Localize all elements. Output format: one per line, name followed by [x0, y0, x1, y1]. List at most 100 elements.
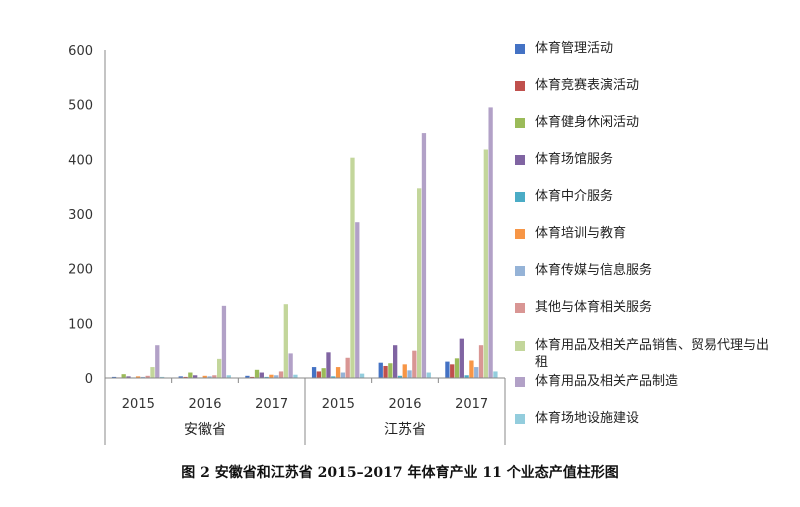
bar: [454, 358, 460, 378]
legend-item: 体育管理活动: [515, 40, 770, 57]
bar: [283, 304, 288, 378]
bar: [269, 374, 274, 378]
bar: [350, 157, 355, 378]
y-axis-ticks: 0 100 200 300 400 500 600: [68, 44, 93, 387]
bar: [459, 338, 464, 378]
y-tick-label: 200: [68, 263, 93, 278]
legend-swatch: [515, 81, 525, 91]
bar: [493, 371, 498, 378]
bar: [121, 374, 126, 378]
legend-label: 体育传媒与信息服务: [535, 263, 653, 278]
x-tick-label: 2016: [388, 397, 421, 412]
bar: [250, 376, 255, 378]
y-tick-label: 300: [68, 208, 93, 223]
bar: [355, 222, 360, 378]
bar-chart: 0 100 200 300 400 500 600 2015 2016 2017 2015 2016…: [68, 44, 506, 445]
bar: [445, 361, 450, 378]
bar: [469, 360, 474, 378]
legend-label: 体育场地设施建设: [535, 411, 640, 426]
bar: [202, 375, 207, 378]
bar: [150, 367, 155, 378]
bar: [478, 345, 484, 378]
legend-swatch: [515, 118, 525, 128]
y-tick-label: 0: [85, 372, 93, 387]
bar: [278, 371, 284, 378]
bar: [474, 367, 479, 378]
x-tick-label: 2015: [122, 397, 155, 412]
bar: [412, 350, 417, 378]
bar: [111, 376, 117, 378]
legend-item: 体育中介服务: [515, 188, 770, 205]
legend-swatch: [515, 266, 525, 276]
y-tick-label: 500: [68, 99, 93, 114]
bar: [397, 375, 403, 378]
bar: [254, 369, 260, 378]
bar: [135, 376, 141, 378]
y-tick-label: 400: [68, 153, 93, 168]
legend-label: 体育场馆服务: [535, 152, 614, 167]
legend-item: 体育场地设施建设: [515, 410, 770, 427]
bar: [226, 375, 231, 378]
bar: [383, 365, 388, 378]
axes: [104, 50, 506, 445]
bar: [259, 372, 264, 378]
legend-item: 其他与体育相关服务: [515, 299, 770, 316]
bar: [326, 352, 331, 378]
bar: [421, 133, 427, 378]
group-label: 安徽省: [184, 422, 226, 438]
legend-label: 其他与体育相关服务: [535, 300, 653, 315]
legend-item: 体育场馆服务: [515, 151, 770, 168]
legend-swatch: [515, 229, 525, 239]
bar: [188, 372, 193, 378]
x-axis-labels: 2015 2016 2017 2015 2016 2017 安徽省 江苏省: [122, 397, 488, 438]
bar: [321, 368, 326, 378]
x-tick-label: 2016: [188, 397, 221, 412]
bars: [111, 107, 498, 379]
bar: [183, 376, 188, 378]
bar: [464, 375, 469, 378]
y-tick-label: 600: [68, 44, 93, 59]
x-tick-label: 2017: [455, 397, 488, 412]
bar: [126, 376, 131, 378]
legend-label: 体育用品及相关产品制造: [535, 374, 679, 389]
legend-swatch: [515, 377, 525, 387]
legend-item: 体育健身休闲活动: [515, 114, 770, 131]
legend-swatch: [515, 155, 525, 165]
legend-swatch: [515, 303, 525, 313]
bar: [359, 373, 365, 378]
bar: [316, 371, 322, 378]
legend-item: 体育传媒与信息服务: [515, 262, 770, 279]
x-tick-label: 2017: [255, 397, 288, 412]
bar: [207, 376, 212, 378]
legend-item: 体育用品及相关产品制造: [515, 373, 770, 390]
legend-swatch: [515, 192, 525, 202]
legend-item: 体育用品及相关产品销售、贸易代理与出租: [515, 337, 770, 371]
bar: [393, 345, 398, 378]
bar: [221, 305, 227, 378]
bar: [331, 376, 336, 378]
legend-item: 体育竞赛表演活动: [515, 77, 770, 94]
figure-caption: 图 2 安徽省和江苏省 2015–2017 年体育产业 11 个业态产值柱形图: [181, 465, 619, 481]
bar: [212, 375, 217, 378]
bar: [340, 372, 346, 378]
bar: [245, 375, 250, 378]
bar: [450, 364, 455, 378]
bar: [388, 363, 393, 378]
bar: [293, 374, 298, 378]
legend-label: 体育培训与教育: [535, 226, 627, 241]
bar: [159, 376, 165, 378]
bar: [264, 376, 269, 378]
bar: [140, 376, 146, 378]
legend-swatch: [515, 44, 525, 54]
x-tick-label: 2015: [322, 397, 355, 412]
legend-label: 体育管理活动: [535, 41, 614, 56]
bar: [426, 372, 431, 378]
bar: [483, 149, 488, 378]
bar: [145, 375, 150, 378]
bar: [378, 362, 383, 378]
bar: [402, 364, 407, 378]
y-tick-label: 100: [68, 317, 93, 332]
bar: [311, 367, 317, 378]
legend-label: 体育健身休闲活动: [535, 115, 640, 130]
bar: [417, 188, 422, 378]
